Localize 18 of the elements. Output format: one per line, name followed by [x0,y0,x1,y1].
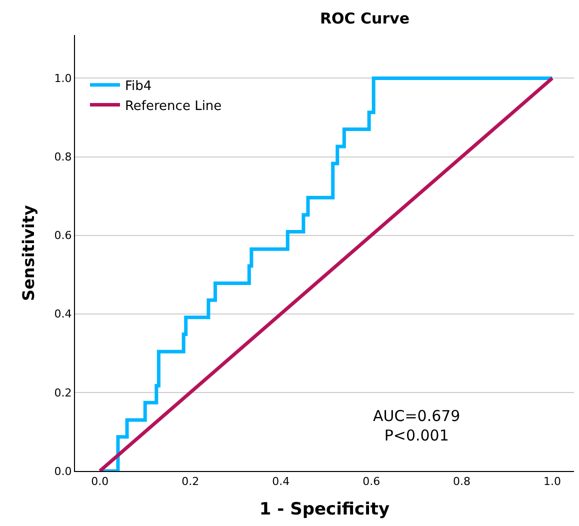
y-tick-label: 0.8 [54,150,72,164]
legend-label: Reference Line [124,98,222,114]
x-axis-title: 1 - Specificity [259,500,390,520]
legend-label: Fib4 [124,78,152,94]
x-tick-label: 0.6 [362,475,380,488]
x-tick-label: 1.0 [544,475,562,488]
y-tick-label: 0.4 [54,308,72,321]
annotation: AUC=0.679 P<0.001 [373,407,460,444]
y-tick-label: 0.6 [54,229,72,242]
x-tick-label: 0.2 [182,475,200,488]
y-axis-title: Sensitivity [19,204,38,301]
x-tick-label: 0.4 [272,475,290,488]
y-tick-label: 1.0 [54,72,72,86]
chart-title: ROC Curve [320,10,410,28]
y-tick-label: 0.0 [54,464,72,478]
x-tick-label: 0.0 [91,475,109,488]
y-tick-label: 0.2 [54,386,72,400]
x-tick-label: 0.8 [453,475,471,488]
